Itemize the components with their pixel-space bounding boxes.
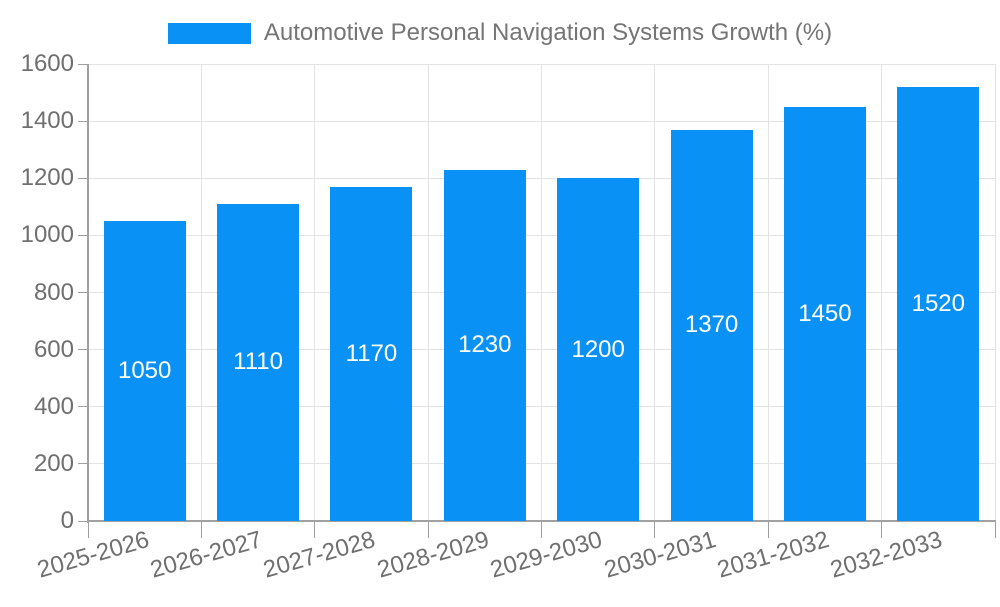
y-axis-tick — [78, 292, 88, 293]
bar — [103, 221, 186, 521]
y-axis-tick-label: 400 — [33, 392, 74, 420]
bar — [670, 129, 753, 521]
v-gridline — [767, 64, 769, 521]
y-axis-line — [87, 64, 89, 523]
y-axis-tick-label: 600 — [33, 335, 74, 363]
bar-value-label: 1370 — [684, 311, 739, 339]
x-axis-tick — [654, 521, 656, 538]
legend: Automotive Personal Navigation Systems G… — [0, 12, 1000, 54]
v-gridline — [881, 64, 883, 521]
legend-label: Automotive Personal Navigation Systems G… — [263, 19, 833, 46]
v-gridline — [654, 64, 656, 521]
y-axis-tick — [78, 63, 88, 65]
bar-value-label: 1110 — [233, 348, 283, 376]
y-axis-tick — [78, 234, 88, 236]
bar-value-label: 1520 — [911, 289, 965, 317]
y-axis-tick — [78, 406, 88, 408]
bar — [217, 203, 300, 521]
v-gridline — [200, 64, 202, 521]
legend-swatch — [167, 22, 251, 44]
x-axis-tick — [767, 521, 769, 538]
bar-value-label: 1170 — [345, 339, 398, 367]
bar — [783, 106, 866, 521]
y-axis-tick-label: 1000 — [20, 221, 74, 249]
bar-value-label: 1050 — [117, 357, 172, 385]
y-axis-tick — [78, 120, 88, 122]
y-axis-tick-label: 0 — [60, 507, 74, 534]
x-axis-tick — [994, 521, 996, 538]
v-gridline — [541, 64, 542, 521]
v-gridline — [994, 64, 996, 521]
y-axis-tick — [78, 463, 88, 465]
x-axis-tick — [427, 521, 429, 538]
v-gridline — [314, 64, 316, 521]
y-axis-tick — [78, 177, 88, 179]
bar — [897, 86, 980, 521]
y-axis-tick-label: 1400 — [20, 107, 74, 135]
x-axis-tick — [87, 521, 89, 538]
bar — [557, 178, 640, 521]
y-axis-tick-label: 200 — [33, 449, 74, 477]
y-axis-tick-label: 800 — [33, 278, 74, 306]
y-axis-tick-label: 1200 — [20, 164, 74, 192]
v-gridline — [427, 64, 429, 521]
x-axis-line — [87, 520, 996, 522]
y-axis-tick — [78, 520, 88, 522]
bar — [443, 169, 526, 521]
bar-value-label: 1450 — [798, 299, 852, 327]
x-axis-tick — [200, 521, 202, 538]
x-axis-tick — [314, 521, 316, 538]
bar-value-label: 1200 — [571, 335, 625, 363]
y-axis-tick-label: 1600 — [20, 50, 74, 77]
y-axis-tick — [78, 349, 88, 351]
x-axis-tick — [541, 521, 542, 538]
bar-value-label: 1230 — [458, 331, 512, 359]
bar — [330, 186, 413, 521]
x-axis-tick — [881, 521, 883, 538]
